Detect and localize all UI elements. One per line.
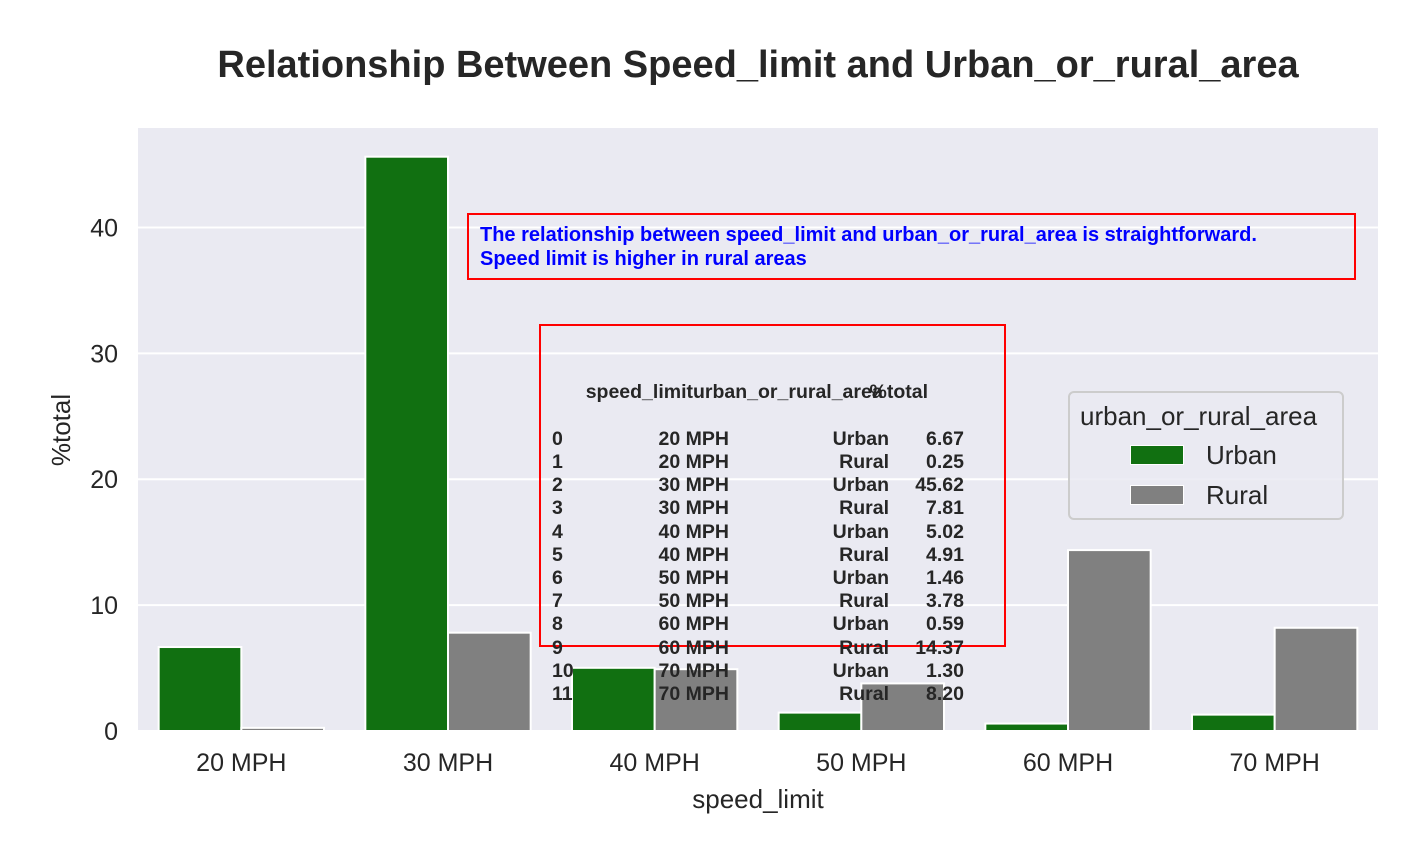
- x-tick-labels: 20 MPH 30 MPH 40 MPH 50 MPH 60 MPH 70 MPH: [196, 749, 1320, 777]
- legend-title: urban_or_rural_area: [1080, 401, 1318, 431]
- table-header: speed_limit urban_or_rural_area %total: [552, 381, 1004, 404]
- table-row: 2 30 MPH Urban 45.62: [552, 474, 964, 497]
- table-row: 7 50 MPH Rural 3.78: [552, 590, 964, 613]
- table-row: 11 70 MPH Rural 8.20: [552, 683, 964, 706]
- legend-item-rural: Rural: [1130, 480, 1268, 510]
- data-table-box: speed_limit urban_or_rural_area %total 0…: [539, 324, 1006, 705]
- legend-label-urban: Urban: [1206, 439, 1277, 470]
- annotation-line-2: Speed limit is higher in rural areas: [480, 248, 807, 270]
- y-tick-label: 20: [90, 466, 118, 494]
- x-tick-label: 20 MPH: [196, 749, 286, 777]
- bar-rural-30-mph: [447, 631, 532, 733]
- bar-urban-70-mph: [1191, 713, 1276, 732]
- table-row: 6 50 MPH Urban 1.46: [552, 567, 964, 590]
- y-tick-label: 30: [90, 340, 118, 368]
- y-tick-label: 40: [90, 214, 118, 242]
- x-tick-label: 50 MPH: [816, 749, 906, 777]
- table-row: 8 60 MPH Urban 0.59: [552, 613, 964, 636]
- legend-swatch-rural: [1130, 485, 1184, 505]
- table-row: 3 30 MPH Rural 7.81: [552, 497, 964, 520]
- annotation-box: The relationship between speed_limit and…: [467, 213, 1356, 280]
- annotation-line-1: The relationship between speed_limit and…: [480, 224, 1257, 246]
- bar-urban-60-mph: [984, 722, 1069, 732]
- bar-rural-20-mph: [240, 726, 325, 733]
- legend-label-rural: Rural: [1206, 479, 1269, 510]
- bar-rural-60-mph: [1067, 549, 1152, 732]
- bar-rural-50-mph: [860, 682, 945, 732]
- table-header-total: %total: [869, 381, 929, 404]
- legend: urban_or_rural_area Urban Rural: [1068, 391, 1344, 520]
- table-header-area: urban_or_rural_area: [693, 381, 883, 404]
- y-tick-label: 0: [104, 718, 118, 746]
- bar-rural-40-mph: [653, 668, 739, 732]
- y-tick-label: 10: [90, 592, 118, 620]
- table-row: 10 70 MPH Urban 1.30: [552, 659, 964, 682]
- x-tick-label: 30 MPH: [403, 749, 493, 777]
- table-header-speed-limit: speed_limit: [585, 381, 693, 404]
- y-axis-label: %total: [46, 394, 76, 466]
- x-tick-label: 40 MPH: [610, 749, 700, 777]
- x-tick-label: 60 MPH: [1023, 749, 1113, 777]
- table-row: 1 20 MPH Rural 0.25: [552, 451, 964, 474]
- table-row: 9 60 MPH Rural 14.37: [552, 636, 964, 659]
- bar-urban-50-mph: [777, 711, 863, 733]
- legend-swatch-urban: [1130, 445, 1184, 465]
- bar-urban-30-mph: [364, 155, 450, 733]
- table-row: 5 40 MPH Rural 4.91: [552, 543, 964, 566]
- legend-item-urban: Urban: [1130, 440, 1277, 470]
- y-tick-labels: 0 10 20 30 40: [90, 214, 118, 746]
- chart-title: Relationship Between Speed_limit and Urb…: [217, 44, 1299, 86]
- bars: [157, 155, 1359, 733]
- bar-urban-20-mph: [157, 646, 243, 733]
- bar-rural-70-mph: [1273, 626, 1359, 733]
- x-axis-label: speed_limit: [692, 784, 824, 814]
- x-tick-label: 70 MPH: [1230, 749, 1320, 777]
- table-row: 0 20 MPH Urban 6.67: [552, 427, 964, 450]
- table-row: 4 40 MPH Urban 5.02: [552, 520, 964, 543]
